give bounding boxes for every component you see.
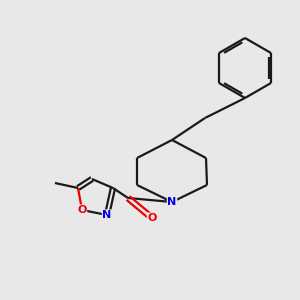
Text: O: O <box>77 205 87 215</box>
Text: N: N <box>102 210 112 220</box>
Text: O: O <box>147 213 157 223</box>
Text: N: N <box>167 197 177 207</box>
